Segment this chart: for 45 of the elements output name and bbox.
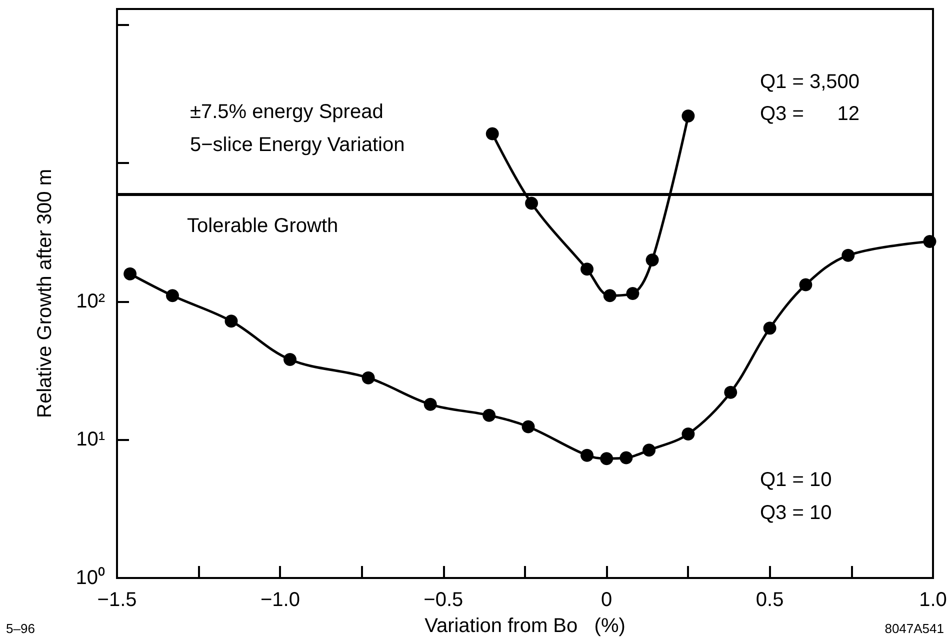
point (424, 398, 437, 411)
point (482, 408, 496, 422)
annotation: Q3 = 10 (760, 502, 832, 524)
point (166, 289, 179, 302)
point (603, 289, 616, 302)
point (763, 322, 776, 335)
x-tick-label: −0.5 (424, 589, 464, 611)
text: 8047A541 (884, 621, 944, 636)
point (620, 451, 633, 464)
point (799, 278, 812, 292)
y-tick-label: 10⁰ (76, 566, 105, 589)
annotation: Q1 = 3,500 (760, 71, 860, 93)
text: 5–96 (6, 621, 35, 636)
point (224, 314, 238, 328)
point (486, 127, 499, 140)
point (842, 248, 855, 262)
point (124, 267, 137, 280)
point (642, 444, 656, 457)
point (646, 254, 659, 267)
annotation: Q3 = 12 (760, 103, 860, 125)
x-tick-label: −1.5 (97, 589, 137, 611)
x-axis-title: Variation from Bo (%) (424, 615, 626, 637)
ref-line-label: Tolerable Growth (187, 214, 338, 237)
point (525, 196, 538, 210)
point (682, 109, 695, 122)
point (600, 452, 614, 466)
point (626, 287, 640, 300)
y-axis-title: Relative Growth after 300 m (34, 169, 56, 418)
point (682, 427, 695, 440)
x-tick-label: 1.0 (919, 589, 947, 611)
x-tick-label: −1.0 (260, 589, 300, 611)
annotation: ±7.5% energy Spread (190, 101, 384, 123)
annotation: Q1 = 10 (760, 469, 832, 491)
point (522, 420, 535, 434)
y-tick-label: 10² (76, 290, 106, 312)
y-tick-label: 10¹ (76, 428, 106, 451)
point (923, 235, 936, 248)
x-tick-label: 0 (601, 589, 612, 611)
point (362, 371, 375, 384)
point (580, 262, 594, 276)
point (724, 386, 738, 399)
annotation: 5−slice Energy Variation (190, 134, 405, 156)
point (580, 448, 594, 462)
point (284, 353, 296, 366)
x-tick-label: 0.5 (756, 589, 784, 611)
